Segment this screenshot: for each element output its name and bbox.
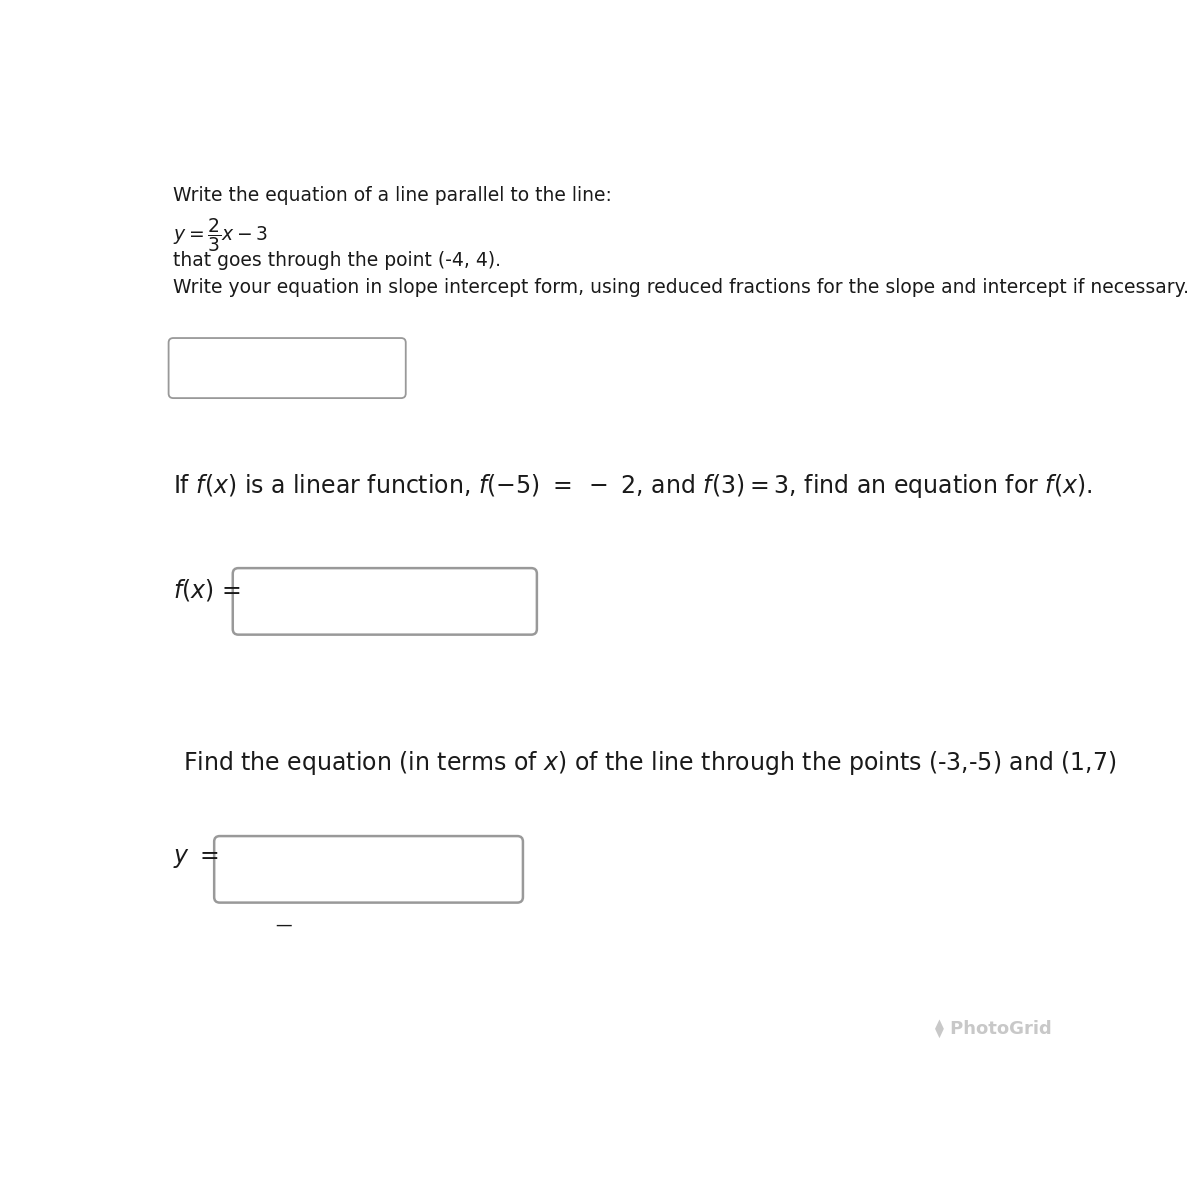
Text: —: — (276, 916, 292, 934)
Text: $y\ =$: $y\ =$ (173, 846, 220, 870)
FancyBboxPatch shape (168, 338, 406, 398)
Text: If $f(x)$ is a linear function, $f( - 5)\ =\ -\ 2$, and $f(3) = 3$, find an equa: If $f(x)$ is a linear function, $f( - 5)… (173, 472, 1093, 500)
Text: Write the equation of a line parallel to the line:: Write the equation of a line parallel to… (173, 186, 612, 204)
Text: Find the equation (in terms of $x$) of the line through the points (-3,-5) and (: Find the equation (in terms of $x$) of t… (182, 749, 1116, 778)
Text: $f(x)$ =: $f(x)$ = (173, 577, 241, 604)
Text: that goes through the point (-4, 4).: that goes through the point (-4, 4). (173, 251, 502, 270)
Text: $y = \dfrac{2}{3}x - 3$: $y = \dfrac{2}{3}x - 3$ (173, 216, 269, 254)
Text: ⧫ PhotoGrid: ⧫ PhotoGrid (935, 1020, 1052, 1038)
Text: Write your equation in slope intercept form, using reduced fractions for the slo: Write your equation in slope intercept f… (173, 278, 1189, 296)
FancyBboxPatch shape (233, 568, 536, 635)
FancyBboxPatch shape (214, 836, 523, 902)
